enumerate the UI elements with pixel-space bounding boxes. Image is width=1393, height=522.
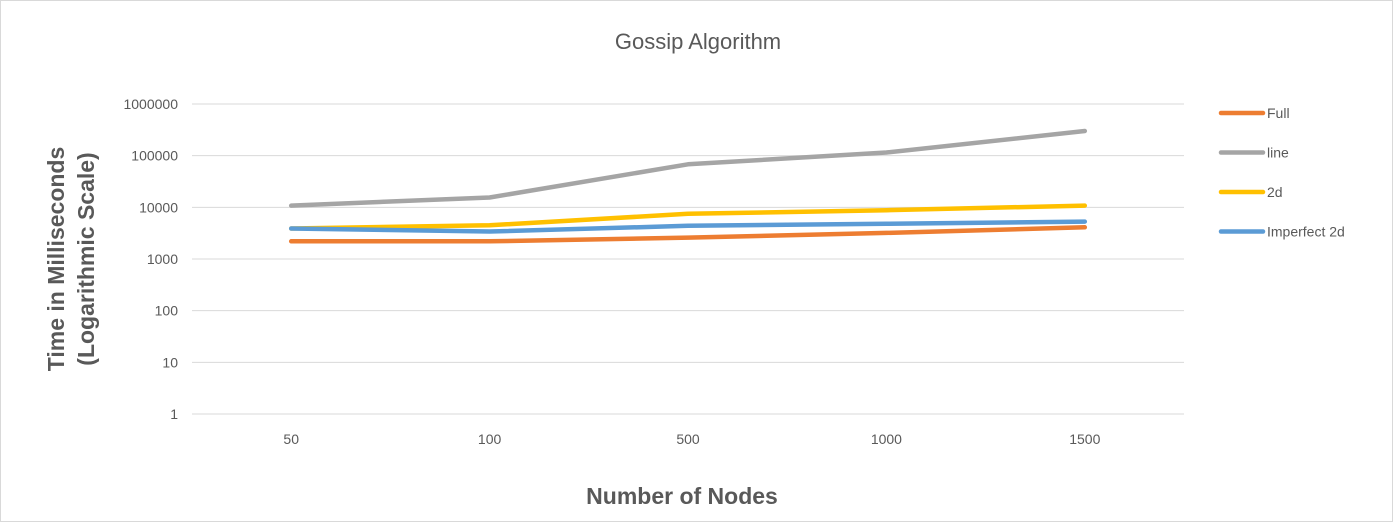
series-line-imperfect-2d xyxy=(288,219,1088,234)
legend-label: 2d xyxy=(1267,184,1283,200)
series-lines xyxy=(288,128,1088,244)
legend-label: line xyxy=(1267,145,1289,161)
y-axis-ticks: 1 10 100 1000 10000 100000 1000000 xyxy=(123,96,178,422)
y-tick-label: 100 xyxy=(155,303,179,319)
x-tick-label: 50 xyxy=(283,431,299,447)
y-axis-title: Time in Milliseconds (Logarithmic Scale) xyxy=(43,147,99,372)
y-tick-label: 1 xyxy=(170,406,178,422)
series-line-line xyxy=(288,128,1088,208)
y-tick-label: 1000 xyxy=(147,251,178,267)
series-line-full xyxy=(288,225,1088,244)
legend-label: Full xyxy=(1267,105,1290,121)
y-axis-title-line-1: Time in Milliseconds xyxy=(43,147,69,372)
x-axis-title: Number of Nodes xyxy=(586,483,778,509)
x-tick-label: 1000 xyxy=(871,431,902,447)
x-tick-label: 1500 xyxy=(1069,431,1100,447)
series-line-2d xyxy=(288,203,1088,231)
gridlines xyxy=(192,103,1184,415)
y-axis-title-line-2: (Logarithmic Scale) xyxy=(73,152,99,365)
chart-title: Gossip Algorithm xyxy=(615,29,781,54)
y-tick-label: 10 xyxy=(162,354,178,370)
x-tick-label: 100 xyxy=(478,431,502,447)
y-tick-label: 100000 xyxy=(131,148,178,164)
x-tick-label: 500 xyxy=(676,431,700,447)
y-tick-label: 1000000 xyxy=(123,96,178,112)
y-tick-label: 10000 xyxy=(139,199,178,215)
legend-label: Imperfect 2d xyxy=(1267,224,1345,240)
x-axis-ticks: 50 100 500 1000 1500 xyxy=(283,431,1100,447)
legend: Full line 2d Imperfect 2d xyxy=(1218,105,1345,240)
